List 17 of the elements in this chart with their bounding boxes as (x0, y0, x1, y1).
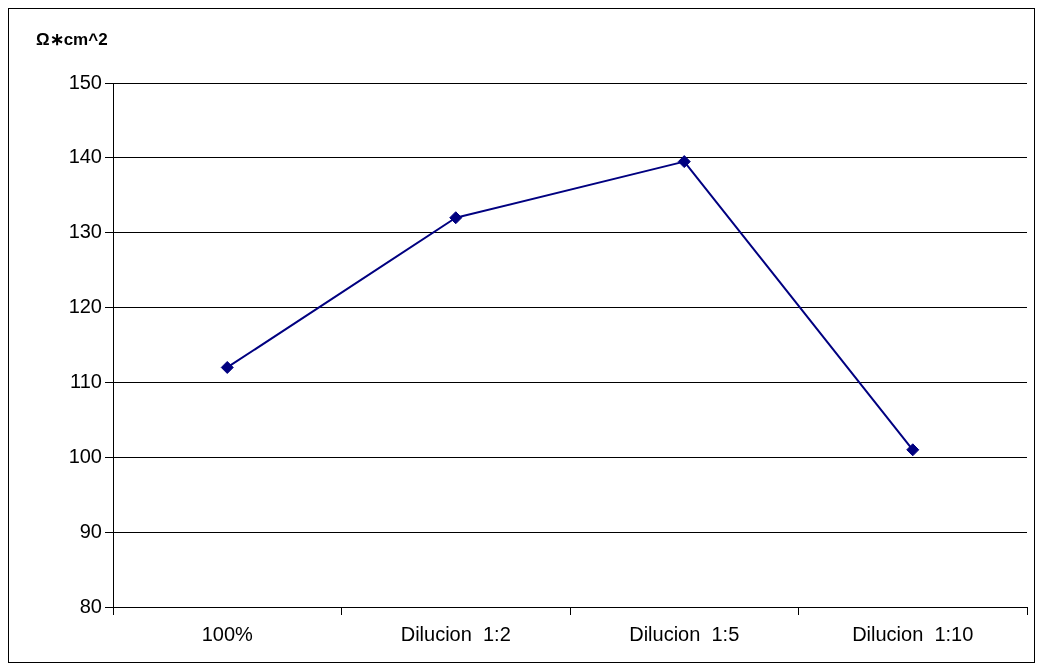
y-axis-title: Ω∗cm^2 (36, 29, 108, 49)
point (677, 155, 691, 169)
y-tick-label: 100 (68, 444, 102, 467)
y-tick-label: 90 (79, 519, 102, 542)
x-tick-label: Dilucion 1:10 (852, 622, 974, 645)
point (220, 360, 234, 374)
x-tick-label: Dilucion 1:5 (629, 622, 740, 645)
y-tick-label: 140 (68, 145, 102, 168)
y-tick-label: 80 (79, 594, 102, 617)
y-tick-label: 120 (68, 295, 102, 318)
y-tick-label: 130 (68, 220, 102, 243)
y-tick-label: 110 (70, 369, 102, 392)
point (906, 443, 920, 457)
x-tick-label: Dilucion 1:2 (400, 622, 511, 645)
y-tick-label: 150 (68, 70, 102, 93)
point (449, 211, 463, 225)
x-tick-label: 100% (201, 622, 254, 645)
